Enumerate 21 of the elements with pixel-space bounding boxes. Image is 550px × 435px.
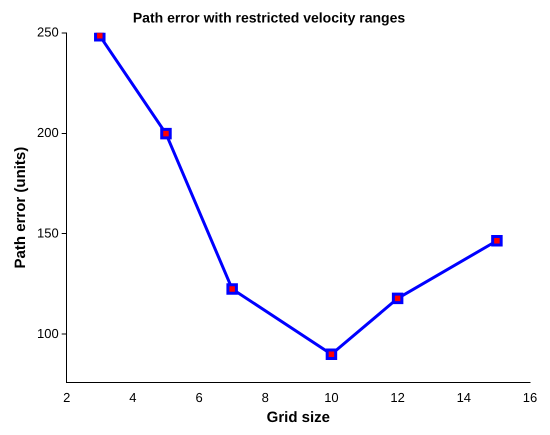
x-tick-label: 8 [262, 390, 269, 405]
y-tick-label: 250 [36, 24, 59, 40]
point [94, 32, 106, 42]
y-axis-title: Path error (units) [12, 146, 30, 268]
x-tick-label: 10 [324, 390, 339, 405]
y-tick-label: 100 [36, 326, 59, 341]
point [326, 348, 338, 360]
x-tick-label: 4 [129, 390, 136, 405]
y-tick-label: 200 [36, 124, 59, 140]
point [392, 292, 404, 304]
y-tick-label: 150 [36, 225, 59, 240]
x-tick-label: 14 [456, 390, 472, 405]
chart-title: Path error with restricted velocity ranges [132, 9, 406, 26]
x-tick-label: 6 [195, 390, 203, 405]
point [160, 128, 172, 140]
x-tick-label: 16 [522, 390, 538, 405]
x-axis-title: Grid size [266, 409, 330, 426]
point [226, 283, 238, 295]
point [491, 235, 503, 246]
x-tick-label: 12 [390, 390, 405, 405]
x-tick-label: 2 [63, 390, 70, 405]
